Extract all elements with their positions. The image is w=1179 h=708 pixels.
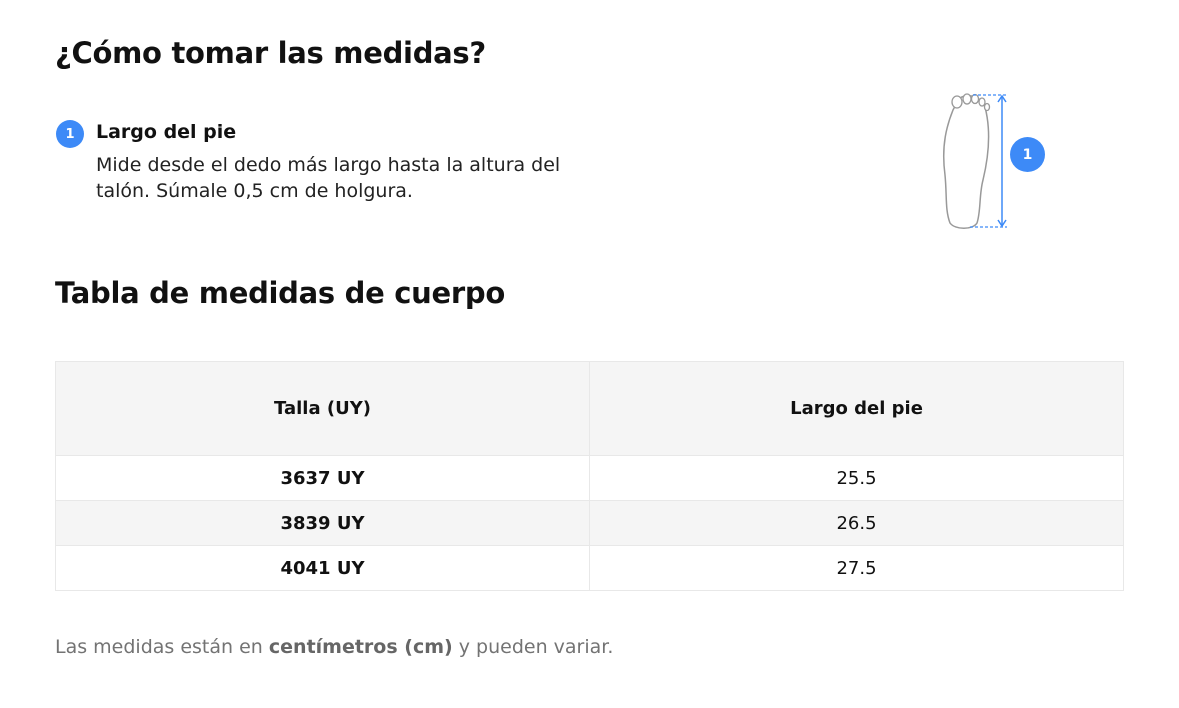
toe: [962, 93, 972, 105]
toe: [951, 95, 963, 109]
length-cell: 25.5: [589, 455, 1124, 501]
footnote-unit: centímetros (cm): [268, 636, 453, 658]
step-badge: 1: [56, 120, 84, 148]
toe: [970, 93, 980, 105]
step-text: Mide desde el dedo más largo hasta la al…: [96, 154, 561, 202]
page-title: ¿Cómo tomar las medidas?: [55, 36, 486, 70]
table-row: 3839 UY 26.5: [55, 500, 1124, 546]
size-table: Talla (UY) Largo del pie 3637 UY 25.5 38…: [55, 361, 1124, 591]
header-row: Talla (UY) Largo del pie: [55, 361, 1124, 456]
toe: [983, 102, 991, 112]
table-row: 3637 UY 25.5: [55, 455, 1124, 501]
length-cell: 26.5: [589, 500, 1124, 546]
table-row: 4041 UY 27.5: [55, 545, 1124, 591]
foot-outline: [942, 94, 990, 229]
size-cell: 3637 UY: [55, 455, 590, 501]
measure-arrows: [997, 94, 1007, 228]
length-cell: 27.5: [589, 545, 1124, 591]
footnote: Las medidas están en centímetros (cm) y …: [55, 636, 613, 658]
toe: [978, 97, 986, 107]
footnote-text: Las medidas están en: [55, 636, 269, 658]
table-title: Tabla de medidas de cuerpo: [55, 276, 505, 310]
foot-diagram: [942, 93, 1007, 229]
footnote-text: y pueden variar.: [452, 636, 614, 658]
diagram-badge: 1: [1010, 137, 1045, 172]
size-cell: 3839 UY: [55, 500, 590, 546]
column-header: Talla (UY): [55, 361, 590, 456]
step-title: Largo del pie: [96, 121, 237, 143]
size-cell: 4041 UY: [55, 545, 590, 591]
column-header: Largo del pie: [589, 361, 1124, 456]
